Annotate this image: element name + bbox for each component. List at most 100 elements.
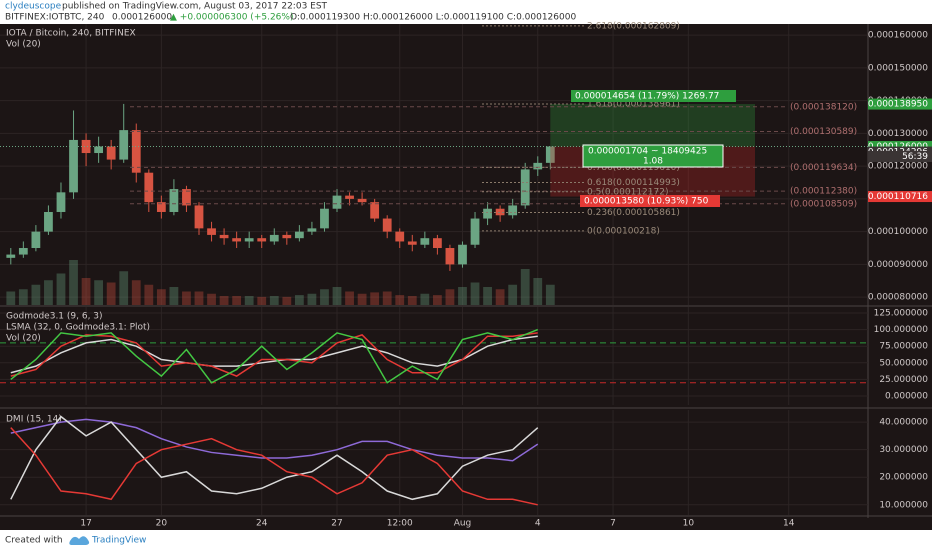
pane-title: Godmode3.1 (9, 6, 3) <box>6 312 103 322</box>
candle-body <box>207 228 216 235</box>
level-label: (0.000130589) <box>790 127 857 137</box>
footer-brand[interactable]: TradingView <box>91 536 146 546</box>
series-line <box>10 427 538 506</box>
candle-body <box>470 218 480 245</box>
y-tick-label: 50.000000 <box>879 358 928 368</box>
x-tick-label: 12:00 <box>387 519 413 529</box>
y-tick-label: 125.000000 <box>874 308 929 318</box>
candle-body <box>169 189 179 212</box>
volume-bar <box>207 293 216 305</box>
volume-bar <box>119 271 129 305</box>
volume-bar <box>169 287 179 305</box>
candle-body <box>219 234 229 239</box>
volume-bar <box>382 291 392 305</box>
y-tick-label: 0.000120000 <box>868 162 928 172</box>
candle-body <box>357 198 367 203</box>
volume-bar <box>44 280 53 305</box>
published: published on TradingView.com, August 03,… <box>62 2 328 12</box>
volume-bar <box>282 296 292 305</box>
volume-bar <box>269 296 279 305</box>
level-label: (0.000119634) <box>790 163 857 173</box>
fib-label: 0.618(0.000114993) <box>587 178 680 188</box>
candle-body <box>257 238 267 242</box>
series-line <box>10 418 539 462</box>
series-line <box>10 415 539 501</box>
candle-body <box>495 208 505 216</box>
x-tick-label: 14 <box>783 519 795 529</box>
fib-label: 0(0.000100218) <box>587 226 660 236</box>
candle-body <box>194 205 204 229</box>
volume-bar <box>483 287 492 305</box>
volume-bar <box>194 291 204 305</box>
y-tick-label: 10.000000 <box>879 500 928 510</box>
x-tick-label: Aug <box>454 519 472 529</box>
series-line <box>10 332 538 377</box>
candle-body <box>69 139 78 193</box>
position-boxes: 0.000014654 (11.79%) 1269.77 0.000001704… <box>571 90 932 207</box>
fib-label: 0.5(0.000112172) <box>587 187 668 197</box>
volume-bar <box>156 289 166 305</box>
y-tick-label: 40.000000 <box>879 418 928 428</box>
volume-bar <box>357 293 367 305</box>
volume-bar <box>445 289 455 305</box>
y-tick-label: 30.000000 <box>879 445 928 455</box>
candle-body <box>458 244 467 265</box>
x-tick-label: 10 <box>683 519 695 529</box>
volume-bar <box>332 287 342 305</box>
candle-body <box>445 248 455 265</box>
stop-box <box>580 195 720 207</box>
volume-bar <box>219 296 229 305</box>
candle-body <box>345 195 354 199</box>
y-tick-label: 0.000130000 <box>868 129 928 139</box>
volume-bar <box>307 293 317 305</box>
volume-bar <box>520 269 530 305</box>
price-marker-label: 0.000138950 <box>868 100 928 110</box>
x-tick-label: 27 <box>331 519 342 529</box>
candle-body <box>232 238 242 242</box>
volume-bar <box>131 280 141 305</box>
target-box <box>571 90 736 102</box>
candle-body <box>520 169 530 206</box>
volume-bar <box>533 278 543 305</box>
y-tick-label: 0.000080000 <box>868 293 928 303</box>
candle-body <box>508 205 518 216</box>
candle-body <box>382 218 392 232</box>
candle-body <box>320 208 329 229</box>
candle-body <box>307 228 317 232</box>
pane-title: Vol (20) <box>6 40 41 50</box>
publisher[interactable]: clydeuscope <box>5 2 62 12</box>
ohlc: O:0.000119300 H:0.000126000 L:0.00011910… <box>290 13 576 23</box>
countdown: 56:39 <box>902 152 928 162</box>
series-line <box>10 328 539 384</box>
x-tick-label: 17 <box>80 519 91 529</box>
target-zone <box>550 104 755 147</box>
entry-label: 0.000001704 ~ 18409425 <box>588 147 707 157</box>
candle-body <box>106 146 116 160</box>
volume-bar <box>81 278 91 305</box>
chart-bg <box>0 24 932 530</box>
fib-label: 0.786(0.000119610) <box>587 163 680 173</box>
candle-body <box>18 248 28 255</box>
series-line <box>10 335 538 374</box>
logo <box>69 536 90 545</box>
candle-body <box>332 195 342 209</box>
pane-title: Vol (20) <box>6 334 41 344</box>
candle-body <box>131 130 141 173</box>
candle-body <box>294 231 304 239</box>
candle-body <box>6 254 16 258</box>
candle-body <box>483 208 492 219</box>
volume-bar <box>370 292 380 305</box>
volume-bar <box>395 295 405 305</box>
level-label: (0.000108509) <box>790 199 857 209</box>
volume-bar <box>294 295 304 305</box>
candle-body <box>44 211 53 232</box>
y-tick-label: 20.000000 <box>879 473 928 483</box>
volume-bar <box>56 273 66 305</box>
plot-layer: 0.000080000 0.000090000 0.000100000 0.00011… <box>0 21 929 529</box>
volume-bar <box>407 296 417 305</box>
price-marker <box>868 140 932 152</box>
x-tick-label: 7 <box>610 519 616 529</box>
x-tick-label: 24 <box>256 519 268 529</box>
